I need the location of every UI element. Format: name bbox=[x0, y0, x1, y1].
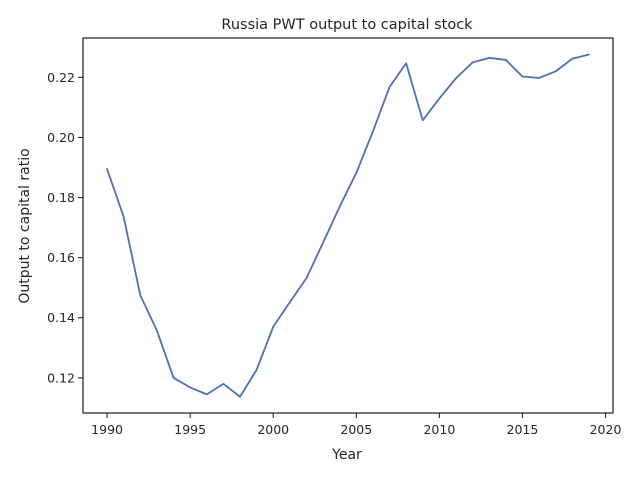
y-tick-label: 0.14 bbox=[47, 310, 75, 325]
x-tick-label: 1990 bbox=[91, 422, 123, 437]
x-tick-label: 1995 bbox=[174, 422, 206, 437]
y-axis: 0.12 0.14 0.16 0.18 0.20 0.22 bbox=[47, 70, 83, 385]
y-tick-label: 0.16 bbox=[47, 250, 75, 265]
series-line bbox=[106, 53, 590, 398]
x-axis-label: Year bbox=[331, 447, 362, 463]
y-tick-label: 0.22 bbox=[47, 70, 75, 85]
y-tick-label: 0.12 bbox=[47, 370, 75, 385]
x-tick-label: 2010 bbox=[423, 422, 455, 437]
chart-title: Russia PWT output to capital stock bbox=[221, 17, 473, 33]
x-tick-label: 2020 bbox=[590, 422, 622, 437]
x-tick-label: 2005 bbox=[340, 422, 372, 437]
plot-area bbox=[106, 53, 590, 398]
x-axis: 1990 1995 2000 2005 2010 2015 2020 bbox=[91, 413, 621, 437]
y-axis-label: Output to capital ratio bbox=[17, 148, 33, 303]
y-tick-label: 0.18 bbox=[47, 190, 75, 205]
axes-frame bbox=[82, 37, 614, 414]
y-tick-label: 0.20 bbox=[47, 130, 75, 145]
x-tick-label: 2000 bbox=[257, 422, 289, 437]
x-tick-label: 2015 bbox=[507, 422, 539, 437]
